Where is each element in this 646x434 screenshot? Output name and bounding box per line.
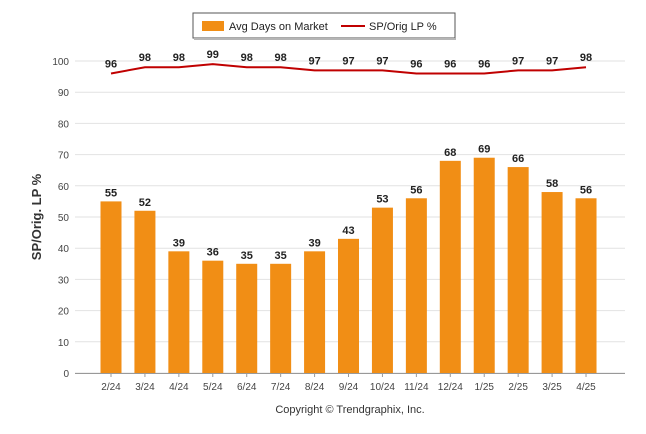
x-tick-label: 6/24	[237, 382, 257, 393]
y-tick-label: 70	[58, 151, 70, 162]
y-tick-label: 80	[58, 119, 70, 130]
line-value-label: 96	[478, 58, 490, 70]
y-tick-label: 20	[58, 307, 70, 318]
bar-value-label: 43	[342, 225, 354, 237]
line-value-label: 96	[444, 58, 456, 70]
bar	[304, 251, 326, 373]
x-tick-label: 2/25	[508, 382, 528, 393]
bar-value-label: 68	[444, 147, 456, 159]
x-tick-label: 9/24	[339, 382, 359, 393]
bar-value-label: 55	[105, 187, 117, 199]
bar	[236, 263, 258, 373]
x-tick-label: 12/24	[438, 382, 463, 393]
bar-value-label: 39	[308, 237, 320, 249]
bar-value-label: 35	[241, 250, 253, 262]
y-axis-label: SP/Orig. LP %	[29, 173, 44, 260]
line-value-label: 97	[308, 55, 320, 67]
y-tick-label: 100	[52, 57, 69, 68]
bar-value-label: 52	[139, 197, 151, 209]
y-tick-label: 60	[58, 182, 70, 193]
x-tick-label: 3/24	[135, 382, 155, 393]
legend-box	[192, 12, 456, 39]
line-value-label: 97	[512, 55, 524, 67]
legend[interactable]: Avg Days on Market SP/Orig LP %	[192, 12, 456, 40]
bar	[439, 160, 461, 373]
y-axis-ticks: 0 10 20 30 40 50 60 70 80 90 100	[52, 57, 69, 380]
line-series	[110, 63, 587, 75]
bar-value-label: 36	[207, 247, 219, 259]
bar-value-label: 35	[275, 250, 287, 262]
x-tick-label: 8/24	[305, 382, 325, 393]
x-tick-label: 1/25	[474, 382, 494, 393]
bar-value-label: 58	[546, 178, 558, 190]
bar	[202, 260, 224, 373]
bar	[134, 210, 156, 373]
y-tick-label: 30	[58, 275, 70, 286]
line-value-label: 97	[342, 55, 354, 67]
x-tick-label: 4/24	[169, 382, 189, 393]
y-tick-label: 90	[58, 88, 70, 99]
line-value-label: 99	[207, 49, 219, 61]
bar	[100, 201, 122, 373]
bar-value-label: 56	[410, 184, 422, 196]
line-value-label: 98	[139, 52, 151, 64]
x-tick-label: 2/24	[101, 382, 121, 393]
bar-value-label: 39	[173, 237, 185, 249]
bar	[541, 192, 563, 373]
y-tick-label: 50	[58, 213, 70, 224]
x-axis-ticks: 2/24 3/24 4/24 5/24 6/24 7/24 8/24 9/24 10/24 11/…	[101, 373, 596, 393]
line-value-label: 98	[173, 52, 185, 64]
x-tick-label: 5/24	[203, 382, 223, 393]
line-path	[110, 63, 587, 75]
bar	[473, 157, 495, 373]
bar-value-label: 66	[512, 153, 524, 165]
x-tick-label: 3/25	[542, 382, 562, 393]
bar	[270, 263, 292, 373]
bar	[338, 238, 360, 373]
line-value-label: 98	[241, 52, 253, 64]
y-tick-label: 10	[58, 338, 70, 349]
line-value-label: 96	[105, 58, 117, 70]
x-tick-label: 7/24	[271, 382, 291, 393]
y-tick-label: 0	[63, 369, 69, 380]
legend-swatch-bar	[202, 21, 224, 31]
x-tick-label: 10/24	[370, 382, 395, 393]
bar	[371, 207, 393, 373]
x-tick-label: 11/24	[404, 382, 429, 393]
legend-label-line: SP/Orig LP %	[369, 21, 437, 33]
bar-value-label: 53	[376, 194, 388, 206]
y-tick-label: 40	[58, 244, 70, 255]
bar	[405, 198, 427, 373]
bar-value-label: 56	[580, 184, 592, 196]
line-value-label: 97	[376, 55, 388, 67]
copyright-footer: Copyright © Trendgraphix, Inc.	[275, 404, 424, 416]
bar-value-label: 69	[478, 144, 490, 156]
line-value-label: 98	[580, 52, 592, 64]
x-tick-label: 4/25	[576, 382, 596, 393]
bar	[507, 167, 529, 373]
bar	[575, 198, 597, 373]
line-value-label: 98	[275, 52, 287, 64]
line-value-label: 96	[410, 58, 422, 70]
legend-label-bar: Avg Days on Market	[229, 21, 328, 33]
line-value-label: 97	[546, 55, 558, 67]
bar-series	[100, 157, 597, 373]
bar	[168, 251, 190, 373]
data-labels: 55 52 39 36 35 35 39 43 53 56 68 69 66 58 56 96 98 98 99 98…	[105, 49, 592, 262]
